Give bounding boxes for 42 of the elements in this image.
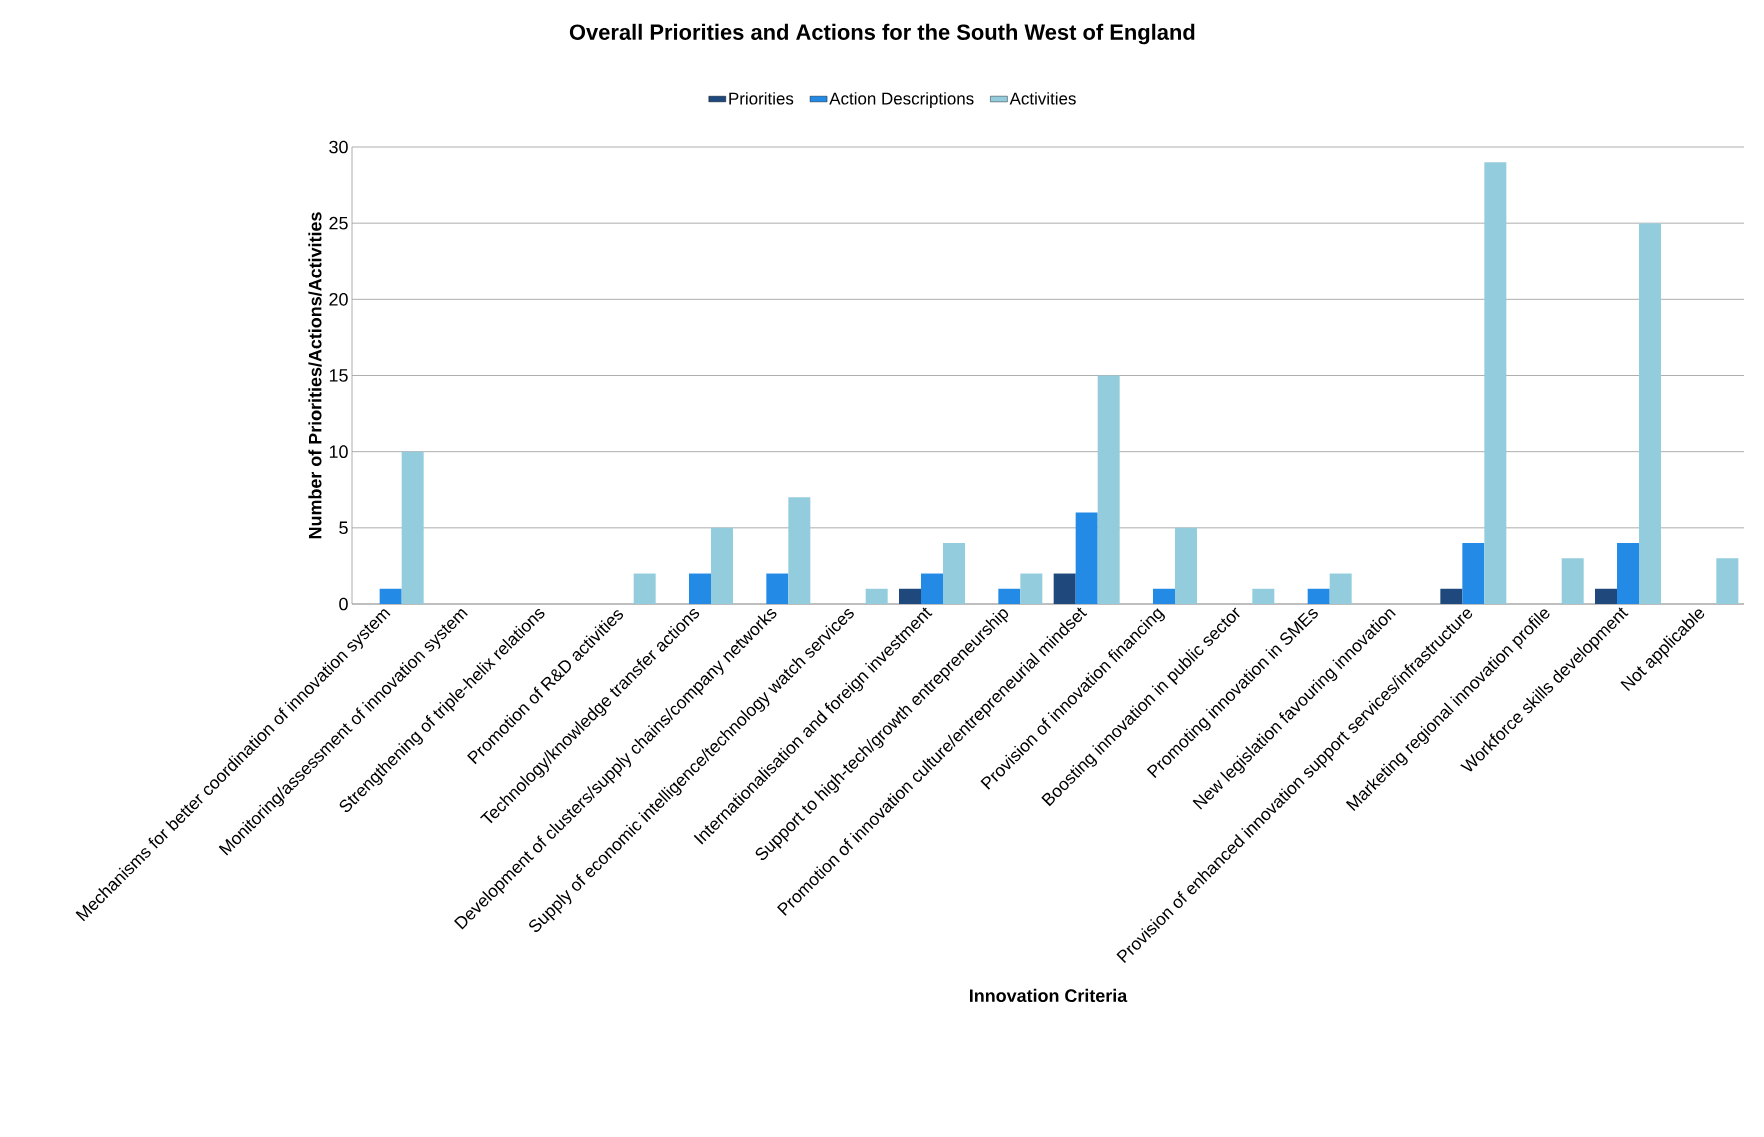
y-tick-label: 5 — [339, 521, 348, 535]
bar — [1639, 223, 1662, 604]
legend-label: Priorities — [729, 92, 794, 105]
bar — [1053, 573, 1076, 604]
chart-title: Overall Priorities and Actions for the South West of England — [569, 23, 1195, 45]
bar — [921, 573, 944, 604]
y-tick-label: 10 — [329, 445, 348, 459]
y-tick-label: 20 — [329, 292, 348, 306]
bar — [1307, 588, 1330, 604]
bar — [998, 588, 1021, 604]
y-axis-title: Number of Priorities/Actions/Activities — [308, 212, 322, 539]
bar — [1252, 588, 1275, 604]
bar — [689, 573, 711, 604]
y-tick-label: 30 — [329, 140, 348, 154]
bar — [633, 573, 656, 604]
bar — [1462, 543, 1485, 604]
x-axis-title: Innovation Criteria — [970, 988, 1128, 1003]
bar — [865, 588, 888, 604]
bar — [1075, 512, 1098, 604]
bar — [1716, 558, 1739, 604]
y-tick-label: 25 — [329, 216, 348, 230]
bar — [1561, 558, 1584, 604]
y-tick-label: 15 — [329, 369, 348, 382]
bar — [1020, 573, 1043, 604]
bar — [711, 527, 733, 604]
legend-label: Activities — [1009, 92, 1076, 105]
bar — [1329, 573, 1352, 604]
bar — [1595, 588, 1618, 604]
bar — [1617, 543, 1640, 604]
bar — [1484, 162, 1507, 604]
bar — [379, 588, 402, 604]
bar — [899, 588, 921, 604]
bar — [1440, 588, 1463, 604]
bar — [1175, 527, 1198, 604]
bar — [943, 543, 966, 604]
y-tick-label: 0 — [339, 597, 348, 611]
bar — [1097, 375, 1120, 604]
bar — [788, 497, 811, 604]
legend-label: Action Descriptions — [829, 92, 974, 108]
bar — [401, 451, 424, 604]
bar — [766, 573, 789, 604]
bar — [1153, 588, 1176, 604]
